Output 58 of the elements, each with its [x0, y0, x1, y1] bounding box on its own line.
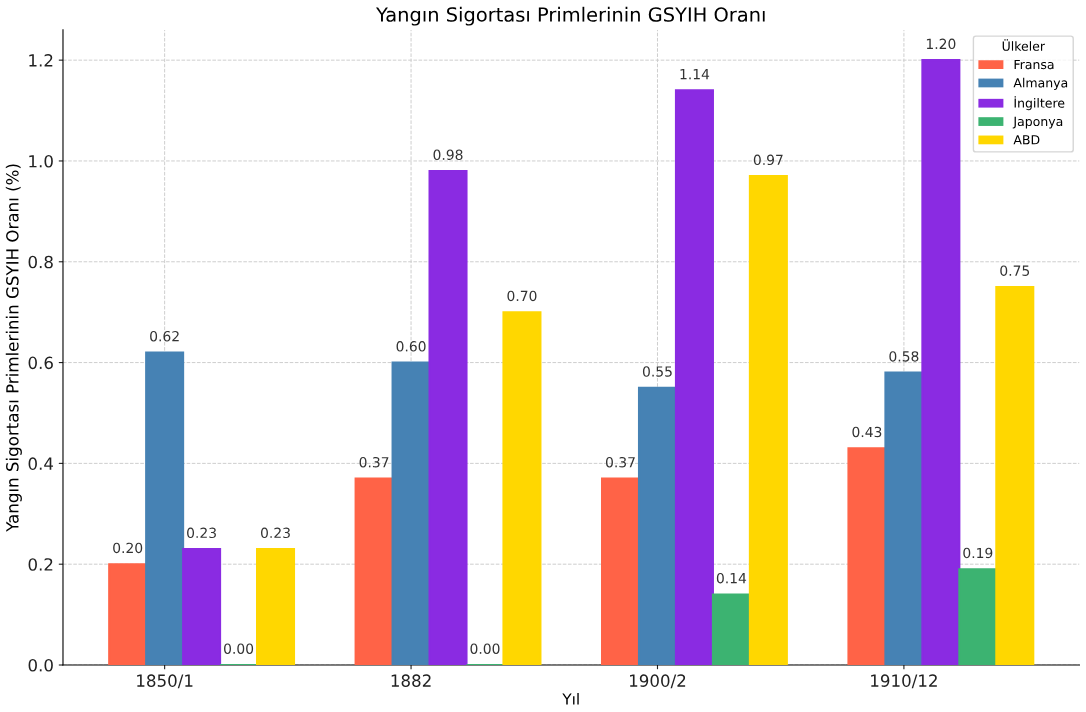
bar: [847, 447, 887, 666]
y-tick-label: 1.2: [29, 54, 53, 67]
data-label: 1.20: [926, 38, 956, 50]
y-tick-label: 0.4: [28, 457, 54, 470]
data-label: 0.98: [433, 149, 463, 161]
bar: [391, 361, 431, 666]
data-label: 0.60: [396, 341, 426, 352]
x-tick-label: 1910/12: [871, 674, 937, 689]
legend-label: Japonya: [1012, 116, 1063, 129]
chart-title: Yangın Sigortası Primlerinin GSYIH Oranı: [376, 6, 765, 26]
x-tick-label: 1900/2: [630, 674, 686, 689]
data-label: 0.75: [1000, 265, 1030, 276]
x-tick-label: 1850/1: [137, 674, 193, 689]
bar: [108, 563, 148, 666]
legend-label: Almanya: [1013, 77, 1068, 90]
data-label: 0.37: [359, 456, 389, 468]
data-label: 0.23: [260, 527, 290, 539]
y-tick-label: 1.0: [29, 154, 53, 168]
y-tick-label: 0.0: [28, 658, 53, 672]
data-label: 0.97: [753, 154, 783, 166]
data-label: 0.70: [507, 290, 537, 302]
bar: [145, 351, 185, 666]
legend-title: Ülkeler: [1002, 39, 1046, 51]
bar: [884, 371, 924, 666]
bar: [995, 285, 1035, 666]
bar: [921, 59, 961, 666]
data-label: 0.20: [113, 542, 143, 554]
bar: [711, 593, 751, 666]
bar: [637, 386, 678, 666]
data-label: 0.00: [470, 643, 500, 654]
bar: [256, 548, 296, 666]
y-tick-label: 0.6: [28, 356, 53, 370]
bar: [182, 548, 222, 666]
bar: [958, 568, 998, 666]
y-axis-title: Yangın Sigortası Primlerinin GSYIH Oranı (%): [5, 164, 22, 532]
legend-label: İngiltere: [1014, 96, 1065, 111]
legend-label: Fransa: [1014, 59, 1054, 70]
data-label: 0.43: [852, 426, 882, 438]
y-tick-label: 0.8: [28, 255, 53, 269]
bar: [748, 175, 788, 666]
data-label: 0.19: [963, 547, 993, 559]
bar: [674, 89, 714, 666]
x-axis-title: Yıl: [562, 692, 579, 705]
data-label: 0.55: [642, 366, 672, 377]
data-label: 0.23: [187, 527, 216, 539]
bar: [428, 170, 468, 666]
data-label: 0.37: [605, 456, 635, 468]
data-label: 0.14: [716, 572, 747, 584]
y-tick-label: 0.2: [28, 558, 53, 571]
x-tick-label: 1882: [391, 674, 431, 687]
data-label: 0.00: [224, 643, 254, 654]
legend-label: ABD: [1013, 135, 1040, 145]
data-label: 1.14: [680, 69, 710, 80]
data-label: 0.58: [889, 351, 919, 362]
bar: [601, 477, 641, 666]
data-label: 0.62: [150, 330, 179, 342]
bar: [502, 311, 542, 666]
bar: [354, 477, 394, 666]
